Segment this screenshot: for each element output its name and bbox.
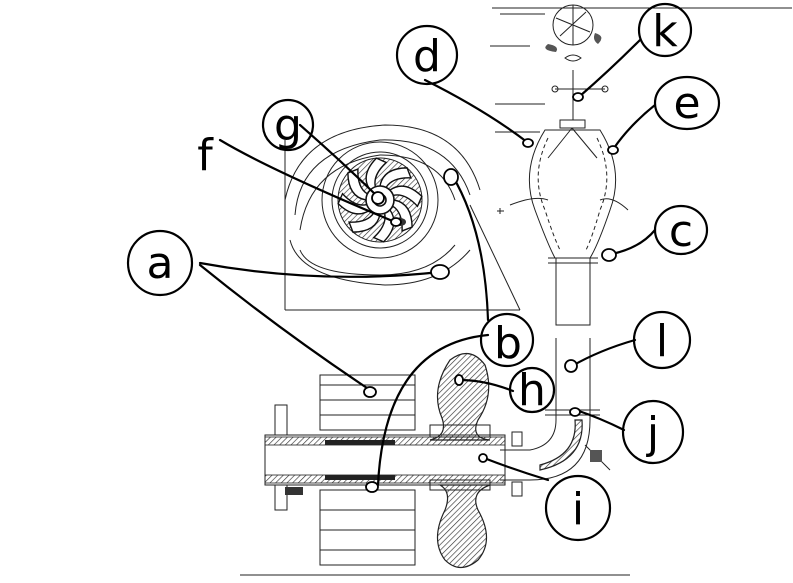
- callout-b: b: [479, 312, 535, 369]
- marker-b-upper: [443, 168, 459, 186]
- marker-a-upper: [430, 264, 450, 280]
- marker-h: [454, 374, 464, 386]
- label-l: l: [656, 316, 668, 367]
- marker-dots: [363, 92, 619, 493]
- leader-j: [574, 408, 626, 432]
- leader-a-lower: [198, 263, 372, 392]
- callout-e: e: [653, 75, 721, 131]
- impeller-blade: [365, 157, 388, 192]
- impeller-blade: [347, 168, 369, 201]
- impeller-blade: [388, 185, 423, 208]
- marker-i: [478, 453, 488, 463]
- leader-l: [570, 338, 637, 368]
- label-j: j: [646, 408, 659, 459]
- callout-f: f: [197, 130, 214, 181]
- leader-k: [578, 38, 642, 98]
- label-callouts: a b c d e f g h i: [126, 2, 721, 542]
- label-h: h: [518, 365, 546, 416]
- marker-l: [564, 359, 578, 373]
- marker-b-lower: [365, 481, 379, 493]
- marker-j: [569, 407, 581, 417]
- callout-j: j: [621, 399, 685, 465]
- callout-h: h: [508, 365, 556, 416]
- leader-i: [482, 456, 550, 482]
- leader-f: [218, 138, 397, 224]
- callout-l: l: [632, 310, 692, 370]
- fan-sketch: [490, 4, 792, 133]
- marker-d: [522, 138, 534, 148]
- marker-c: [601, 248, 617, 262]
- label-k: k: [652, 6, 678, 57]
- leader-e: [612, 103, 657, 150]
- leader-h: [458, 378, 515, 393]
- label-e: e: [673, 78, 700, 129]
- callout-k: k: [637, 2, 693, 58]
- marker-a-lower: [363, 386, 377, 398]
- label-c: c: [669, 206, 693, 257]
- marker-k: [572, 92, 584, 102]
- marker-g: [371, 191, 385, 205]
- leader-b-upper: [450, 173, 490, 322]
- label-b: b: [494, 318, 522, 369]
- label-g: g: [274, 100, 302, 151]
- marker-e: [607, 145, 619, 155]
- label-d: d: [413, 31, 441, 82]
- impeller-blade: [348, 211, 381, 233]
- callout-d: d: [395, 24, 459, 86]
- leader-b-lower: [376, 333, 490, 487]
- leader-c: [610, 228, 657, 256]
- marker-f: [390, 217, 402, 227]
- casing-section: [240, 353, 630, 576]
- impeller-blade: [379, 167, 412, 189]
- callout-a: a: [126, 229, 194, 297]
- callout-i: i: [544, 474, 612, 542]
- downpipe-elbow: [500, 338, 611, 481]
- label-a: a: [147, 238, 174, 289]
- impeller-blade: [391, 199, 413, 232]
- leader-lines: [198, 38, 657, 487]
- label-i: i: [572, 484, 584, 535]
- callout-g: g: [261, 98, 315, 152]
- nozzle-vessel: [497, 119, 629, 326]
- leader-d: [423, 78, 529, 144]
- callout-c: c: [653, 204, 709, 257]
- leader-g: [298, 123, 378, 197]
- label-f: f: [197, 130, 214, 181]
- leader-a-upper: [198, 261, 442, 278]
